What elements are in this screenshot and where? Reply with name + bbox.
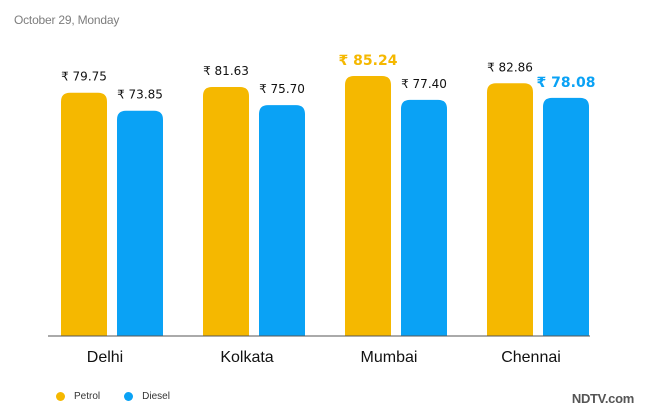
value-label-diesel-mumbai: ₹ 77.40	[401, 77, 447, 91]
brand-logo: NDTV.com	[571, 391, 634, 406]
legend-label-diesel: Diesel	[142, 391, 170, 402]
bar-petrol-mumbai	[345, 76, 391, 336]
diesel-swatch-icon	[124, 392, 134, 401]
category-label-delhi: Delhi	[87, 349, 123, 366]
bar-diesel-delhi	[117, 110, 163, 336]
bar-diesel-chennai	[543, 97, 589, 337]
value-label-petrol-chennai: ₹ 82.86	[487, 60, 533, 74]
bar-petrol-kolkata	[203, 87, 249, 336]
bar-petrol-chennai	[487, 83, 533, 336]
value-label-diesel-kolkata: ₹ 75.70	[259, 82, 305, 96]
bar-diesel-mumbai	[401, 99, 447, 336]
value-label-diesel-chennai: ₹ 78.08	[537, 75, 596, 91]
petrol-swatch-icon	[56, 392, 65, 401]
value-label-petrol-kolkata: ₹ 81.63	[203, 64, 249, 78]
date-label: October 29, Monday	[14, 13, 120, 27]
value-label-diesel-delhi: ₹ 73.85	[117, 88, 163, 102]
legend: Petrol Diesel	[56, 391, 194, 402]
bar-diesel-kolkata	[259, 105, 305, 336]
legend-item-petrol: Petrol	[56, 391, 100, 402]
value-label-petrol-mumbai: ₹ 85.24	[339, 53, 398, 69]
legend-label-petrol: Petrol	[74, 391, 101, 402]
legend-item-diesel: Diesel	[124, 391, 170, 402]
category-label-kolkata: Kolkata	[220, 349, 273, 366]
value-label-petrol-delhi: ₹ 79.75	[61, 70, 107, 84]
category-label-chennai: Chennai	[501, 349, 561, 366]
category-label-mumbai: Mumbai	[361, 349, 418, 366]
bar-petrol-delhi	[61, 92, 107, 336]
